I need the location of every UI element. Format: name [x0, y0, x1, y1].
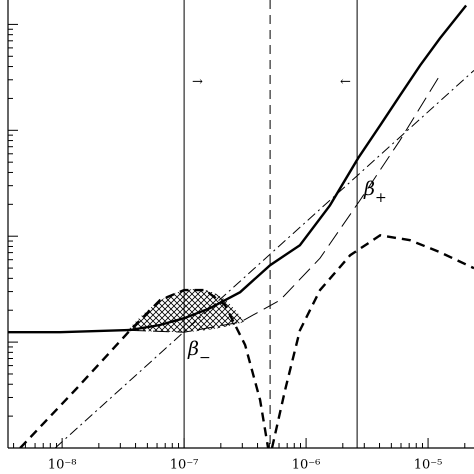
beta-plus: β+	[363, 178, 387, 206]
beta-subscript: +	[375, 190, 387, 206]
beta-symbol: β	[187, 338, 199, 360]
series-line	[8, 4, 468, 334]
series-line	[19, 234, 474, 448]
beta-subscript: −	[199, 350, 211, 366]
x-tick-label: 10⁻⁷	[170, 458, 199, 473]
beta-minus: β−	[187, 338, 211, 366]
series-line	[54, 70, 474, 448]
arrow-left: ←	[340, 75, 351, 90]
x-tick-label: 10⁻⁸	[48, 458, 77, 473]
x-tick-label: 10⁻⁶	[292, 458, 321, 473]
hatched-region	[128, 289, 244, 332]
x-tick-label: 10⁻⁵	[414, 458, 443, 473]
series-line	[129, 75, 441, 333]
arrow-right: →	[192, 75, 203, 90]
beta-symbol: β	[363, 178, 375, 200]
plot-area: 10⁻⁸ 10⁻⁷ 10⁻⁶ 10⁻⁵	[7, 0, 474, 473]
